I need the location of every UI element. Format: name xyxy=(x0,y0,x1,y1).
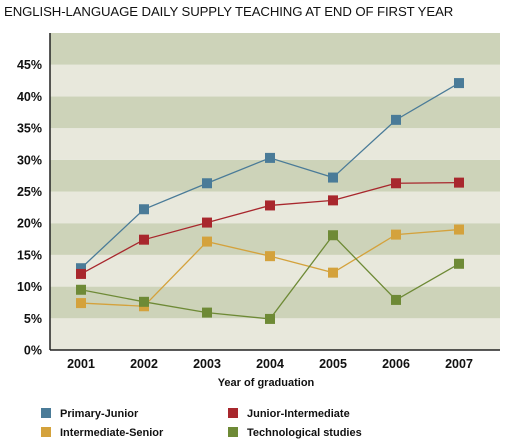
data-point xyxy=(139,296,149,307)
data-point xyxy=(328,267,338,278)
data-point xyxy=(454,224,464,235)
data-point xyxy=(265,251,275,262)
x-tick-label: 2006 xyxy=(382,357,410,371)
data-point xyxy=(454,177,464,188)
x-tick-label: 2004 xyxy=(256,357,284,371)
legend-swatch xyxy=(41,408,51,418)
data-point xyxy=(265,313,275,324)
legend-label: Technological studies xyxy=(247,427,362,439)
y-tick-label: 25% xyxy=(17,185,42,199)
legend-swatch xyxy=(228,408,238,418)
data-point xyxy=(202,178,212,189)
data-point xyxy=(139,234,149,245)
grid-band xyxy=(50,223,500,255)
data-point xyxy=(391,294,401,305)
grid-bands xyxy=(50,33,500,350)
data-point xyxy=(391,178,401,189)
y-tick-labels: 0% 5% 10% 15% 20% 25% 30% 35% 40% 45% xyxy=(17,58,42,357)
legend-item: Primary-Junior xyxy=(41,408,139,420)
series-technological-studies xyxy=(76,230,464,324)
x-tick-labels: 2001 2002 2003 2004 2005 2006 2007 xyxy=(67,357,473,371)
data-point xyxy=(202,236,212,247)
y-tick-label: 20% xyxy=(17,217,42,231)
x-tick-label: 2005 xyxy=(319,357,347,371)
x-tick-label: 2001 xyxy=(67,357,95,371)
grid-band xyxy=(50,33,500,65)
data-point xyxy=(139,204,149,215)
data-point xyxy=(391,114,401,125)
grid-band xyxy=(50,286,500,319)
data-point xyxy=(265,152,275,163)
data-point xyxy=(76,268,86,279)
legend: Primary-Junior Junior-Intermediate Interme… xyxy=(41,408,362,439)
y-tick-label: 45% xyxy=(17,58,42,72)
legend-label: Intermediate-Senior xyxy=(60,427,164,439)
series-primary-junior xyxy=(76,78,464,274)
data-point xyxy=(454,258,464,269)
legend-label: Primary-Junior xyxy=(60,408,139,420)
axes xyxy=(49,33,500,351)
data-point xyxy=(76,263,86,274)
series-group xyxy=(76,78,464,324)
x-tick-label: 2003 xyxy=(193,357,221,371)
y-tick-label: 0% xyxy=(24,344,42,358)
data-point xyxy=(328,195,338,206)
data-point xyxy=(328,230,338,241)
legend-swatch xyxy=(228,427,238,437)
y-tick-label: 10% xyxy=(17,280,42,294)
x-tick-label: 2007 xyxy=(445,357,473,371)
y-tick-label: 30% xyxy=(17,153,42,167)
data-point xyxy=(454,78,464,89)
legend-item: Junior-Intermediate xyxy=(228,408,350,420)
legend-label: Junior-Intermediate xyxy=(247,408,350,420)
x-axis-label: Year of graduation xyxy=(218,377,315,389)
y-tick-label: 35% xyxy=(17,122,42,136)
grid-band xyxy=(50,64,500,97)
data-point xyxy=(265,200,275,211)
y-tick-label: 15% xyxy=(17,248,42,262)
legend-swatch xyxy=(41,427,51,437)
data-point xyxy=(202,307,212,318)
grid-band xyxy=(50,96,500,129)
x-tick-label: 2002 xyxy=(130,357,158,371)
data-point xyxy=(76,284,86,295)
grid-band xyxy=(50,159,500,192)
chart-title: ENGLISH-LANGUAGE DAILY SUPPLY TEACHING A… xyxy=(4,4,454,19)
data-point xyxy=(76,298,86,309)
series-junior-intermediate xyxy=(76,177,464,279)
data-point xyxy=(328,172,338,183)
data-point xyxy=(202,217,212,228)
legend-item: Intermediate-Senior xyxy=(41,427,164,439)
y-tick-label: 5% xyxy=(24,312,42,326)
y-tick-label: 40% xyxy=(17,90,42,104)
legend-item: Technological studies xyxy=(228,427,362,439)
data-point xyxy=(391,229,401,240)
